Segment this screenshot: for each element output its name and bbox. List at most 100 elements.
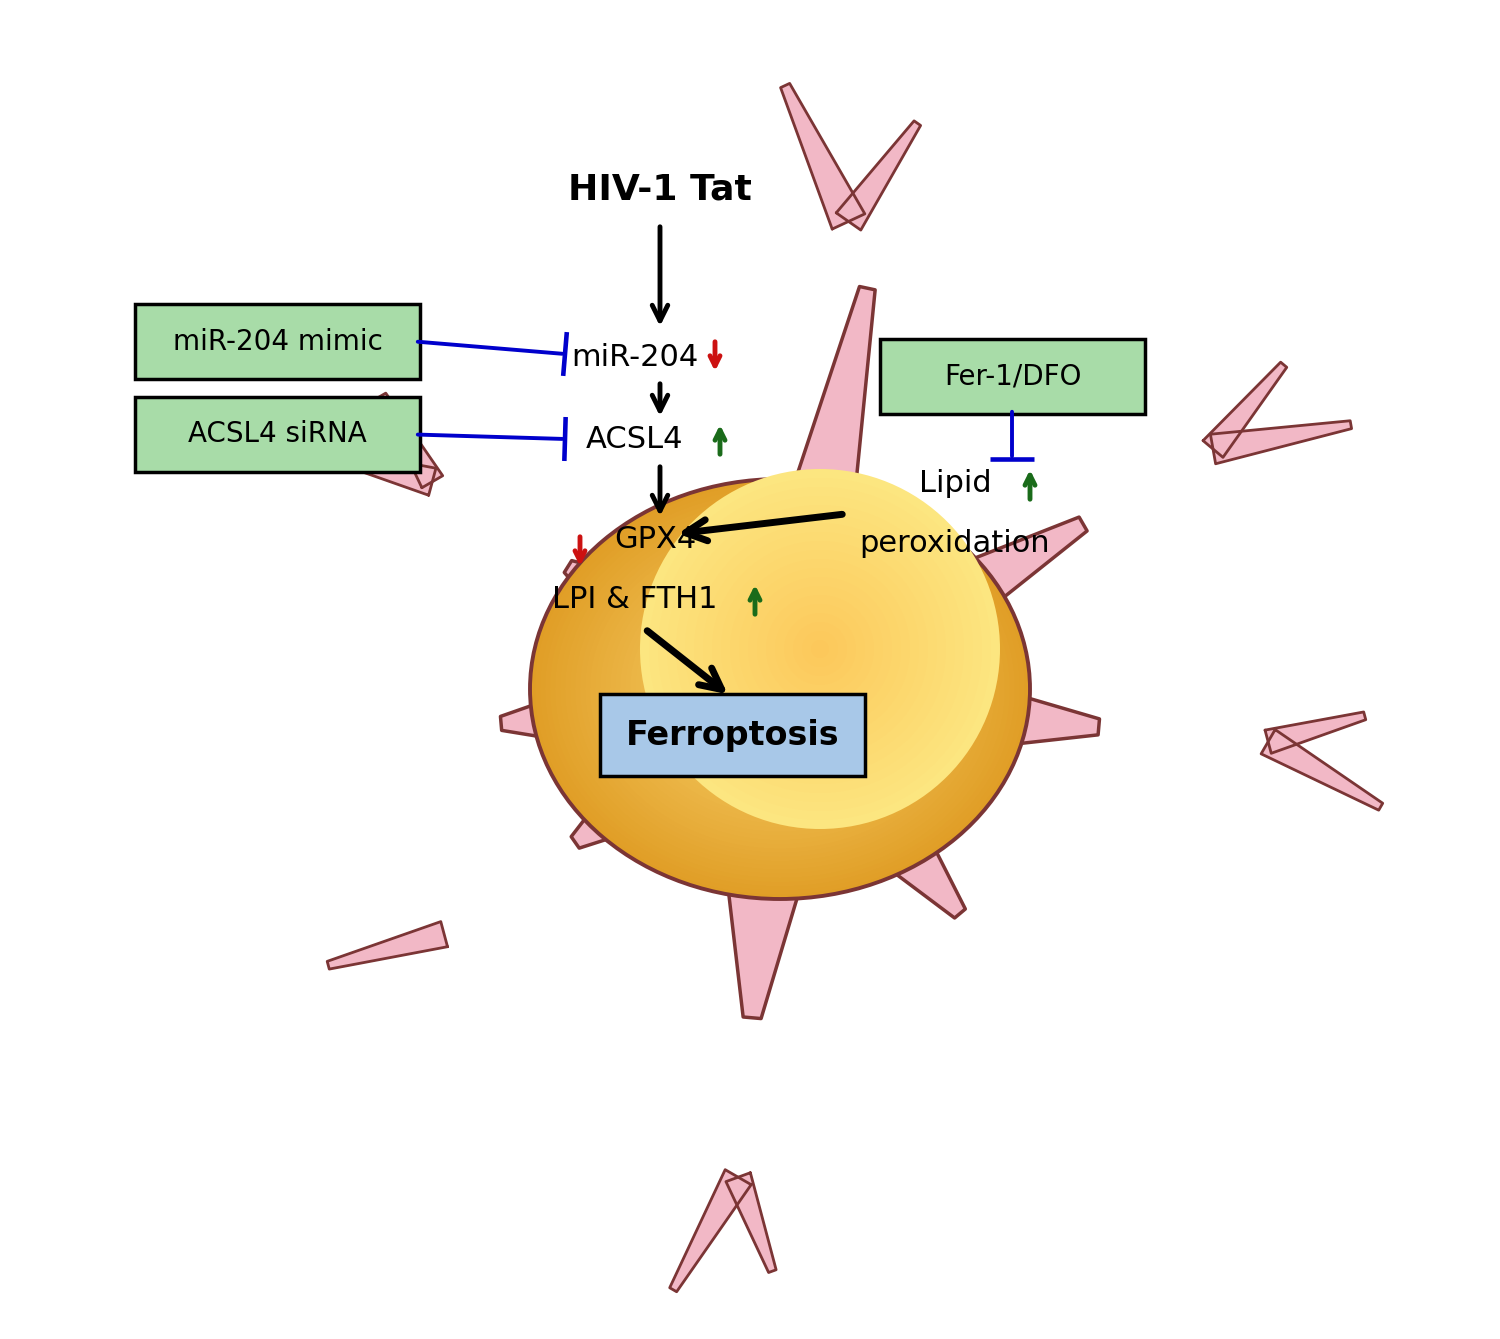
Ellipse shape [530,479,1030,898]
Polygon shape [946,676,1100,751]
Circle shape [658,487,982,811]
Polygon shape [327,921,447,969]
Circle shape [758,586,884,712]
Ellipse shape [580,521,980,857]
Circle shape [686,514,956,785]
FancyBboxPatch shape [880,339,1144,414]
Ellipse shape [615,550,945,828]
Text: Lipid: Lipid [918,470,992,498]
Ellipse shape [670,597,890,782]
Ellipse shape [634,568,926,811]
Circle shape [748,577,892,720]
Ellipse shape [690,613,870,765]
Ellipse shape [610,546,950,832]
Polygon shape [724,854,809,1019]
Ellipse shape [710,631,850,747]
Polygon shape [564,561,663,644]
Text: miR-204 mimic: miR-204 mimic [172,328,382,355]
Ellipse shape [630,562,930,815]
Ellipse shape [596,534,964,845]
Circle shape [694,524,946,775]
Polygon shape [891,517,1088,657]
Circle shape [794,623,847,676]
FancyBboxPatch shape [135,396,420,473]
Polygon shape [380,394,442,487]
Ellipse shape [574,517,986,861]
Ellipse shape [640,572,920,806]
Polygon shape [306,445,436,495]
Ellipse shape [760,672,800,706]
Ellipse shape [550,495,1010,882]
Ellipse shape [750,664,810,714]
Circle shape [740,568,902,730]
Ellipse shape [770,680,790,698]
Ellipse shape [560,505,1000,874]
FancyBboxPatch shape [135,304,420,379]
Circle shape [676,505,964,793]
Polygon shape [726,1173,776,1272]
Polygon shape [501,679,614,749]
Circle shape [712,541,928,757]
Ellipse shape [776,684,784,694]
Ellipse shape [544,491,1016,886]
Ellipse shape [694,617,865,761]
Ellipse shape [720,639,840,739]
Ellipse shape [716,635,844,743]
Ellipse shape [735,651,825,727]
Ellipse shape [570,513,990,865]
Ellipse shape [730,647,830,731]
Ellipse shape [700,621,859,757]
Ellipse shape [650,580,910,798]
Polygon shape [572,762,669,848]
Text: GPX4: GPX4 [614,525,696,553]
Ellipse shape [585,525,975,853]
Ellipse shape [645,576,915,802]
Polygon shape [774,287,874,560]
Ellipse shape [555,499,1005,878]
Circle shape [668,495,974,802]
Text: miR-204: miR-204 [572,343,699,371]
Polygon shape [1262,730,1383,810]
Circle shape [722,550,920,749]
Ellipse shape [765,676,795,702]
Text: HIV-1 Tat: HIV-1 Tat [568,171,752,206]
Text: Ferroptosis: Ferroptosis [626,719,840,751]
Circle shape [812,640,830,657]
Ellipse shape [724,643,836,735]
FancyBboxPatch shape [600,694,865,777]
Circle shape [650,478,992,819]
Text: LPI & FTH1: LPI & FTH1 [552,585,717,613]
Circle shape [640,469,1000,829]
Ellipse shape [680,605,880,773]
Ellipse shape [540,487,1020,890]
Polygon shape [1210,420,1352,463]
Ellipse shape [746,660,814,719]
Ellipse shape [740,655,821,723]
Ellipse shape [604,542,956,836]
Circle shape [704,532,938,766]
Circle shape [784,613,856,686]
Ellipse shape [705,627,855,753]
Ellipse shape [566,509,994,869]
Polygon shape [669,1170,752,1292]
Ellipse shape [686,609,874,769]
Circle shape [730,558,910,739]
Polygon shape [856,799,966,919]
Circle shape [766,595,874,703]
Ellipse shape [536,483,1024,894]
Ellipse shape [660,588,900,790]
Ellipse shape [620,554,940,823]
Polygon shape [1203,362,1287,458]
Polygon shape [1264,712,1366,754]
Ellipse shape [600,538,960,840]
Text: peroxidation: peroxidation [859,529,1050,558]
Text: ACSL4 siRNA: ACSL4 siRNA [188,420,368,449]
Text: Fer-1/DFO: Fer-1/DFO [944,363,1082,391]
Polygon shape [780,83,865,229]
Text: ACSL4: ACSL4 [586,424,684,454]
Ellipse shape [626,558,934,819]
Ellipse shape [675,601,885,777]
Polygon shape [836,121,921,230]
Circle shape [776,604,865,694]
Ellipse shape [664,592,896,786]
